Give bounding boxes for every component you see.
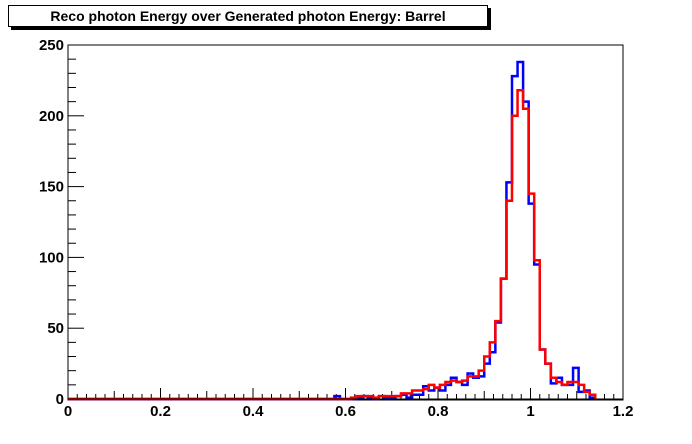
histogram-series-2 (68, 89, 597, 401)
y-tick-label: 250 (39, 37, 64, 54)
x-tick-label: 0 (64, 403, 72, 420)
histogram-series-1 (68, 60, 597, 401)
y-tick-label: 100 (39, 249, 64, 266)
x-tick-label: 0.2 (150, 403, 171, 420)
x-tick-label: 0.6 (335, 403, 356, 420)
axis-ticks: 0 0.2 0.4 0.6 0.8 1 1.2 0 50 100 150 200 250 (39, 37, 633, 420)
y-tick-label: 0 (56, 391, 64, 408)
y-tick-label: 150 (39, 179, 64, 196)
x-tick-label: 0.8 (428, 403, 449, 420)
y-tick-label: 50 (47, 320, 64, 337)
y-tick-label: 200 (39, 108, 64, 125)
x-tick-label: 1 (526, 403, 534, 420)
series-layer (68, 60, 597, 401)
x-tick-label: 0.4 (243, 403, 265, 420)
chart-title: Reco photon Energy over Generated photon… (8, 5, 488, 27)
x-tick-label: 1.2 (613, 403, 634, 420)
